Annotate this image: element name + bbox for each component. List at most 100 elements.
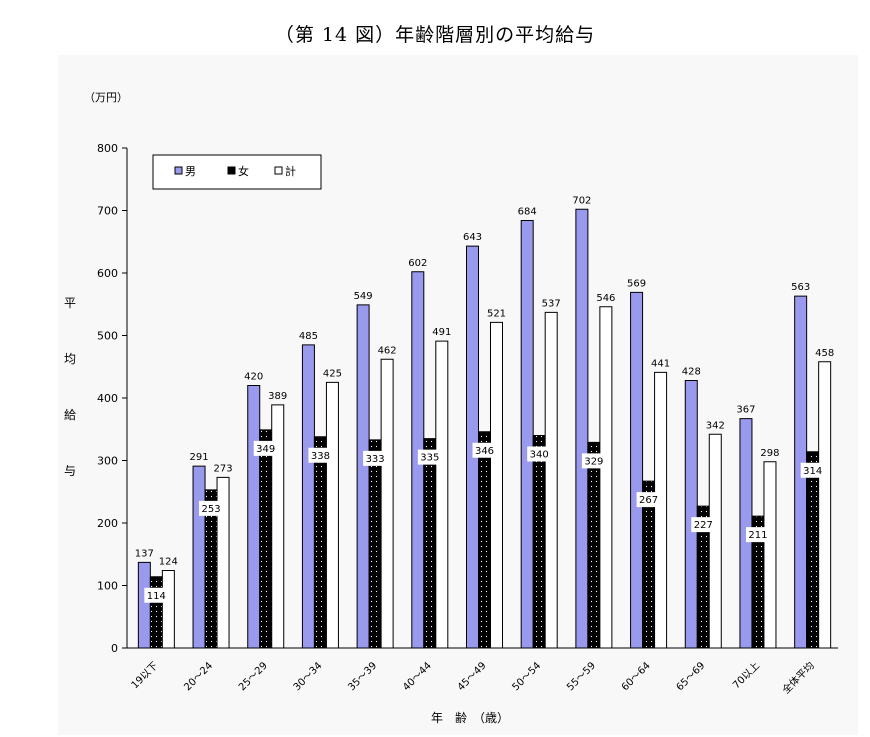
data-label-計: 124 xyxy=(159,557,178,568)
y-tick-label: 500 xyxy=(97,330,118,343)
y-axis-title-char: 与 xyxy=(64,464,76,478)
unit-label: （万円） xyxy=(84,91,128,104)
bar-男 xyxy=(520,220,534,649)
data-label-男: 602 xyxy=(408,258,427,269)
bar-計 xyxy=(490,321,503,649)
data-label-男: 420 xyxy=(244,372,263,383)
data-label-女: 267 xyxy=(639,495,658,506)
data-label-bg xyxy=(363,450,388,466)
data-label-box-女: 333 xyxy=(363,450,388,466)
bar-計 xyxy=(818,361,832,649)
data-label-bg xyxy=(745,527,770,543)
data-label-box-女: 211 xyxy=(745,527,770,543)
y-tick-label: 300 xyxy=(97,455,118,468)
y-tick-label: 600 xyxy=(97,267,118,280)
y-axis-title-char: 均 xyxy=(64,352,76,366)
data-label-bg xyxy=(199,500,224,516)
data-label-男: 569 xyxy=(627,278,646,289)
data-label-男: 563 xyxy=(791,282,810,293)
bar-計 xyxy=(708,433,722,649)
data-label-bg xyxy=(417,449,442,465)
data-label-bg xyxy=(581,453,606,469)
data-label-box-女: 335 xyxy=(417,449,442,465)
legend: 男女計 xyxy=(152,154,322,190)
bar-計 xyxy=(325,381,339,649)
data-label-女: 227 xyxy=(694,520,713,531)
bar-男 xyxy=(630,291,644,649)
chart-title: （第 14 図）年齢階層別の平均給与 xyxy=(274,24,596,46)
data-label-bg xyxy=(636,492,661,508)
data-label-box-女: 346 xyxy=(472,442,497,458)
legend-label-計: 計 xyxy=(285,164,296,178)
data-label-計: 462 xyxy=(378,345,397,356)
legend-swatch-男 xyxy=(174,166,183,175)
data-label-bg xyxy=(144,587,169,603)
data-label-box-女: 314 xyxy=(800,462,825,478)
data-label-計: 273 xyxy=(213,463,232,474)
bars xyxy=(137,208,832,649)
data-label-bg xyxy=(691,517,716,533)
data-label-女: 114 xyxy=(147,591,166,602)
data-label-女: 338 xyxy=(311,451,330,462)
bar-女 xyxy=(532,435,546,649)
bar-計 xyxy=(654,371,668,649)
y-axis: 0 100 200 300 400 500 600 700 800 xyxy=(97,142,128,655)
legend-swatch-女 xyxy=(227,166,236,175)
data-label-計: 521 xyxy=(487,308,506,319)
data-label-計: 441 xyxy=(651,358,670,369)
y-axis-title-char: 平 xyxy=(64,296,76,310)
y-tick-label: 800 xyxy=(97,142,118,155)
bar-女 xyxy=(587,441,601,649)
bar-女 xyxy=(149,576,163,649)
bar-男 xyxy=(684,380,698,649)
data-label-男: 291 xyxy=(189,452,208,463)
data-label-女: 335 xyxy=(420,453,439,464)
data-label-男: 137 xyxy=(135,548,154,559)
data-label-男: 643 xyxy=(463,232,482,243)
data-label-計: 342 xyxy=(706,420,725,431)
data-label-bg xyxy=(308,447,333,463)
bar-女 xyxy=(478,431,491,649)
bar-女 xyxy=(806,451,820,649)
data-label-男: 485 xyxy=(299,331,318,342)
data-label-男: 684 xyxy=(518,207,537,218)
legend-swatch-計 xyxy=(274,166,283,175)
data-label-bg xyxy=(800,462,825,478)
data-label-bg xyxy=(253,440,278,456)
data-label-bg xyxy=(527,446,552,462)
bar-女 xyxy=(259,429,273,649)
bar-男 xyxy=(356,304,370,649)
data-label-計: 458 xyxy=(815,348,834,359)
data-label-女: 340 xyxy=(530,450,549,461)
data-label-女: 314 xyxy=(803,466,822,477)
y-tick-label: 0 xyxy=(111,642,118,655)
y-tick-label: 200 xyxy=(97,517,118,530)
data-label-男: 367 xyxy=(736,405,755,416)
bar-計 xyxy=(435,340,449,649)
data-label-女: 211 xyxy=(748,530,767,541)
data-label-計: 546 xyxy=(596,293,615,304)
data-label-box-女: 340 xyxy=(527,446,552,462)
x-axis-title: 年 齢 （歳） xyxy=(431,710,509,725)
legend-label-女: 女 xyxy=(238,164,249,178)
data-label-男: 428 xyxy=(682,367,701,378)
data-label-box-女: 349 xyxy=(253,440,278,456)
data-label-計: 491 xyxy=(432,327,451,338)
bar-女 xyxy=(423,438,437,649)
bar-女 xyxy=(368,439,382,649)
data-labels: 137 114 124 291 253 273 420 349 389 485 338 425 549 3… xyxy=(135,195,834,603)
data-label-box-女: 114 xyxy=(144,587,169,603)
bar-男 xyxy=(192,465,206,649)
data-label-bg xyxy=(472,442,497,458)
bar-計 xyxy=(599,306,613,649)
bar-男 xyxy=(301,344,315,649)
data-label-男: 549 xyxy=(354,291,373,302)
data-label-計: 425 xyxy=(323,368,342,379)
bar-計 xyxy=(161,570,175,649)
y-tick-label: 100 xyxy=(97,580,118,593)
bar-女 xyxy=(313,436,327,649)
bar-男 xyxy=(575,208,589,649)
y-axis-title: 平均給与 xyxy=(64,296,76,478)
bar-計 xyxy=(763,461,777,649)
